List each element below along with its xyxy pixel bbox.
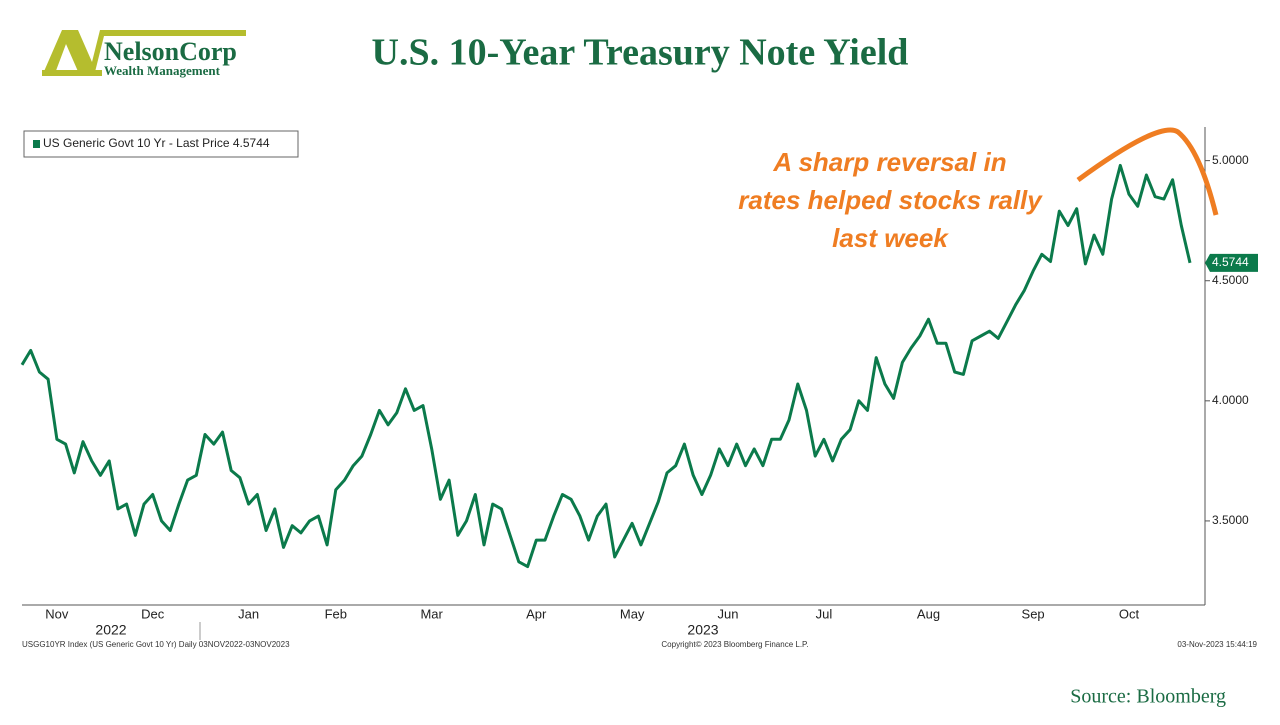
x-tick-label: Jun xyxy=(718,606,739,621)
y-tick-label: 3.5000 xyxy=(1212,513,1249,527)
x-tick-label: Feb xyxy=(325,606,347,621)
logo-tagline: Wealth Management xyxy=(104,63,221,78)
legend-box xyxy=(23,130,299,158)
x-tick-label: Nov xyxy=(45,606,69,621)
year-label: 2022 xyxy=(95,622,126,638)
chart-title: U.S. 10-Year Treasury Note Yield xyxy=(372,32,909,74)
line-series xyxy=(20,163,1192,569)
x-tick-label: Jul xyxy=(816,606,833,621)
x-tick-label: Dec xyxy=(141,606,165,621)
legend-swatch xyxy=(33,140,40,148)
logo-mark xyxy=(42,30,246,76)
annotation: A sharp reversal in rates helped stocks r… xyxy=(738,147,1043,253)
annotation-arc xyxy=(1076,127,1219,216)
year-label: 2023 xyxy=(687,622,718,638)
logo: NelsonCorp Wealth Management xyxy=(42,30,246,78)
legend-label: US Generic Govt 10 Yr - Last Price 4.574… xyxy=(43,136,270,150)
x-tick-label: May xyxy=(620,606,645,621)
footer-center: Copyright© 2023 Bloomberg Finance L.P. xyxy=(661,640,808,649)
source: Source: Bloomberg xyxy=(1070,686,1226,708)
x-tick-label: Oct xyxy=(1119,606,1140,621)
x-tick-label: Apr xyxy=(526,606,547,621)
y-tick-label: 4.0000 xyxy=(1212,393,1249,407)
last-price-label: 4.5744 xyxy=(1212,255,1249,269)
x-tick-label: Jan xyxy=(238,606,259,621)
logo-bar xyxy=(42,70,102,76)
last-price-tag xyxy=(1205,253,1258,272)
y-tick-label: 4.5000 xyxy=(1212,273,1249,287)
footer-right: 03-Nov-2023 15:44:19 xyxy=(1177,640,1257,649)
footer-left: USGG10YR Index (US Generic Govt 10 Yr) D… xyxy=(22,640,290,649)
y-tick-label: 5.0000 xyxy=(1212,153,1249,167)
logo-name: NelsonCorp xyxy=(104,37,237,66)
x-tick-label: Mar xyxy=(420,606,443,621)
x-tick-label: Aug xyxy=(917,606,940,621)
x-tick-label: Sep xyxy=(1022,606,1045,621)
